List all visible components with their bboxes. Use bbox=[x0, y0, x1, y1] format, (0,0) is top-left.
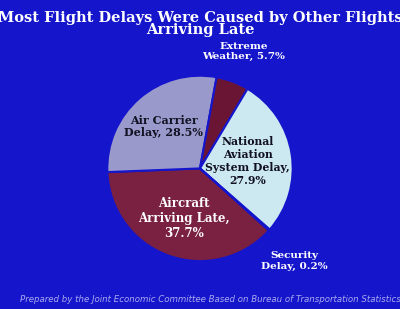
Text: Air Carrier
Delay, 28.5%: Air Carrier Delay, 28.5% bbox=[124, 115, 203, 138]
Wedge shape bbox=[107, 168, 269, 261]
Text: Security
Delay, 0.2%: Security Delay, 0.2% bbox=[261, 251, 328, 270]
Text: Prepared by the Joint Economic Committee Based on Bureau of Transportation Stati: Prepared by the Joint Economic Committee… bbox=[20, 295, 400, 304]
Wedge shape bbox=[200, 77, 248, 168]
Wedge shape bbox=[200, 89, 293, 230]
Text: National
Aviation
System Delay,
27.9%: National Aviation System Delay, 27.9% bbox=[205, 136, 290, 186]
Text: Extreme
Weather, 5.7%: Extreme Weather, 5.7% bbox=[202, 41, 286, 61]
Text: Most Flight Delays Were Caused by Other Flights: Most Flight Delays Were Caused by Other … bbox=[0, 11, 400, 25]
Wedge shape bbox=[200, 168, 270, 231]
Text: Aircraft
Arriving Late,
37.7%: Aircraft Arriving Late, 37.7% bbox=[138, 197, 230, 240]
Wedge shape bbox=[107, 76, 217, 172]
Text: Arriving Late: Arriving Late bbox=[146, 23, 254, 37]
